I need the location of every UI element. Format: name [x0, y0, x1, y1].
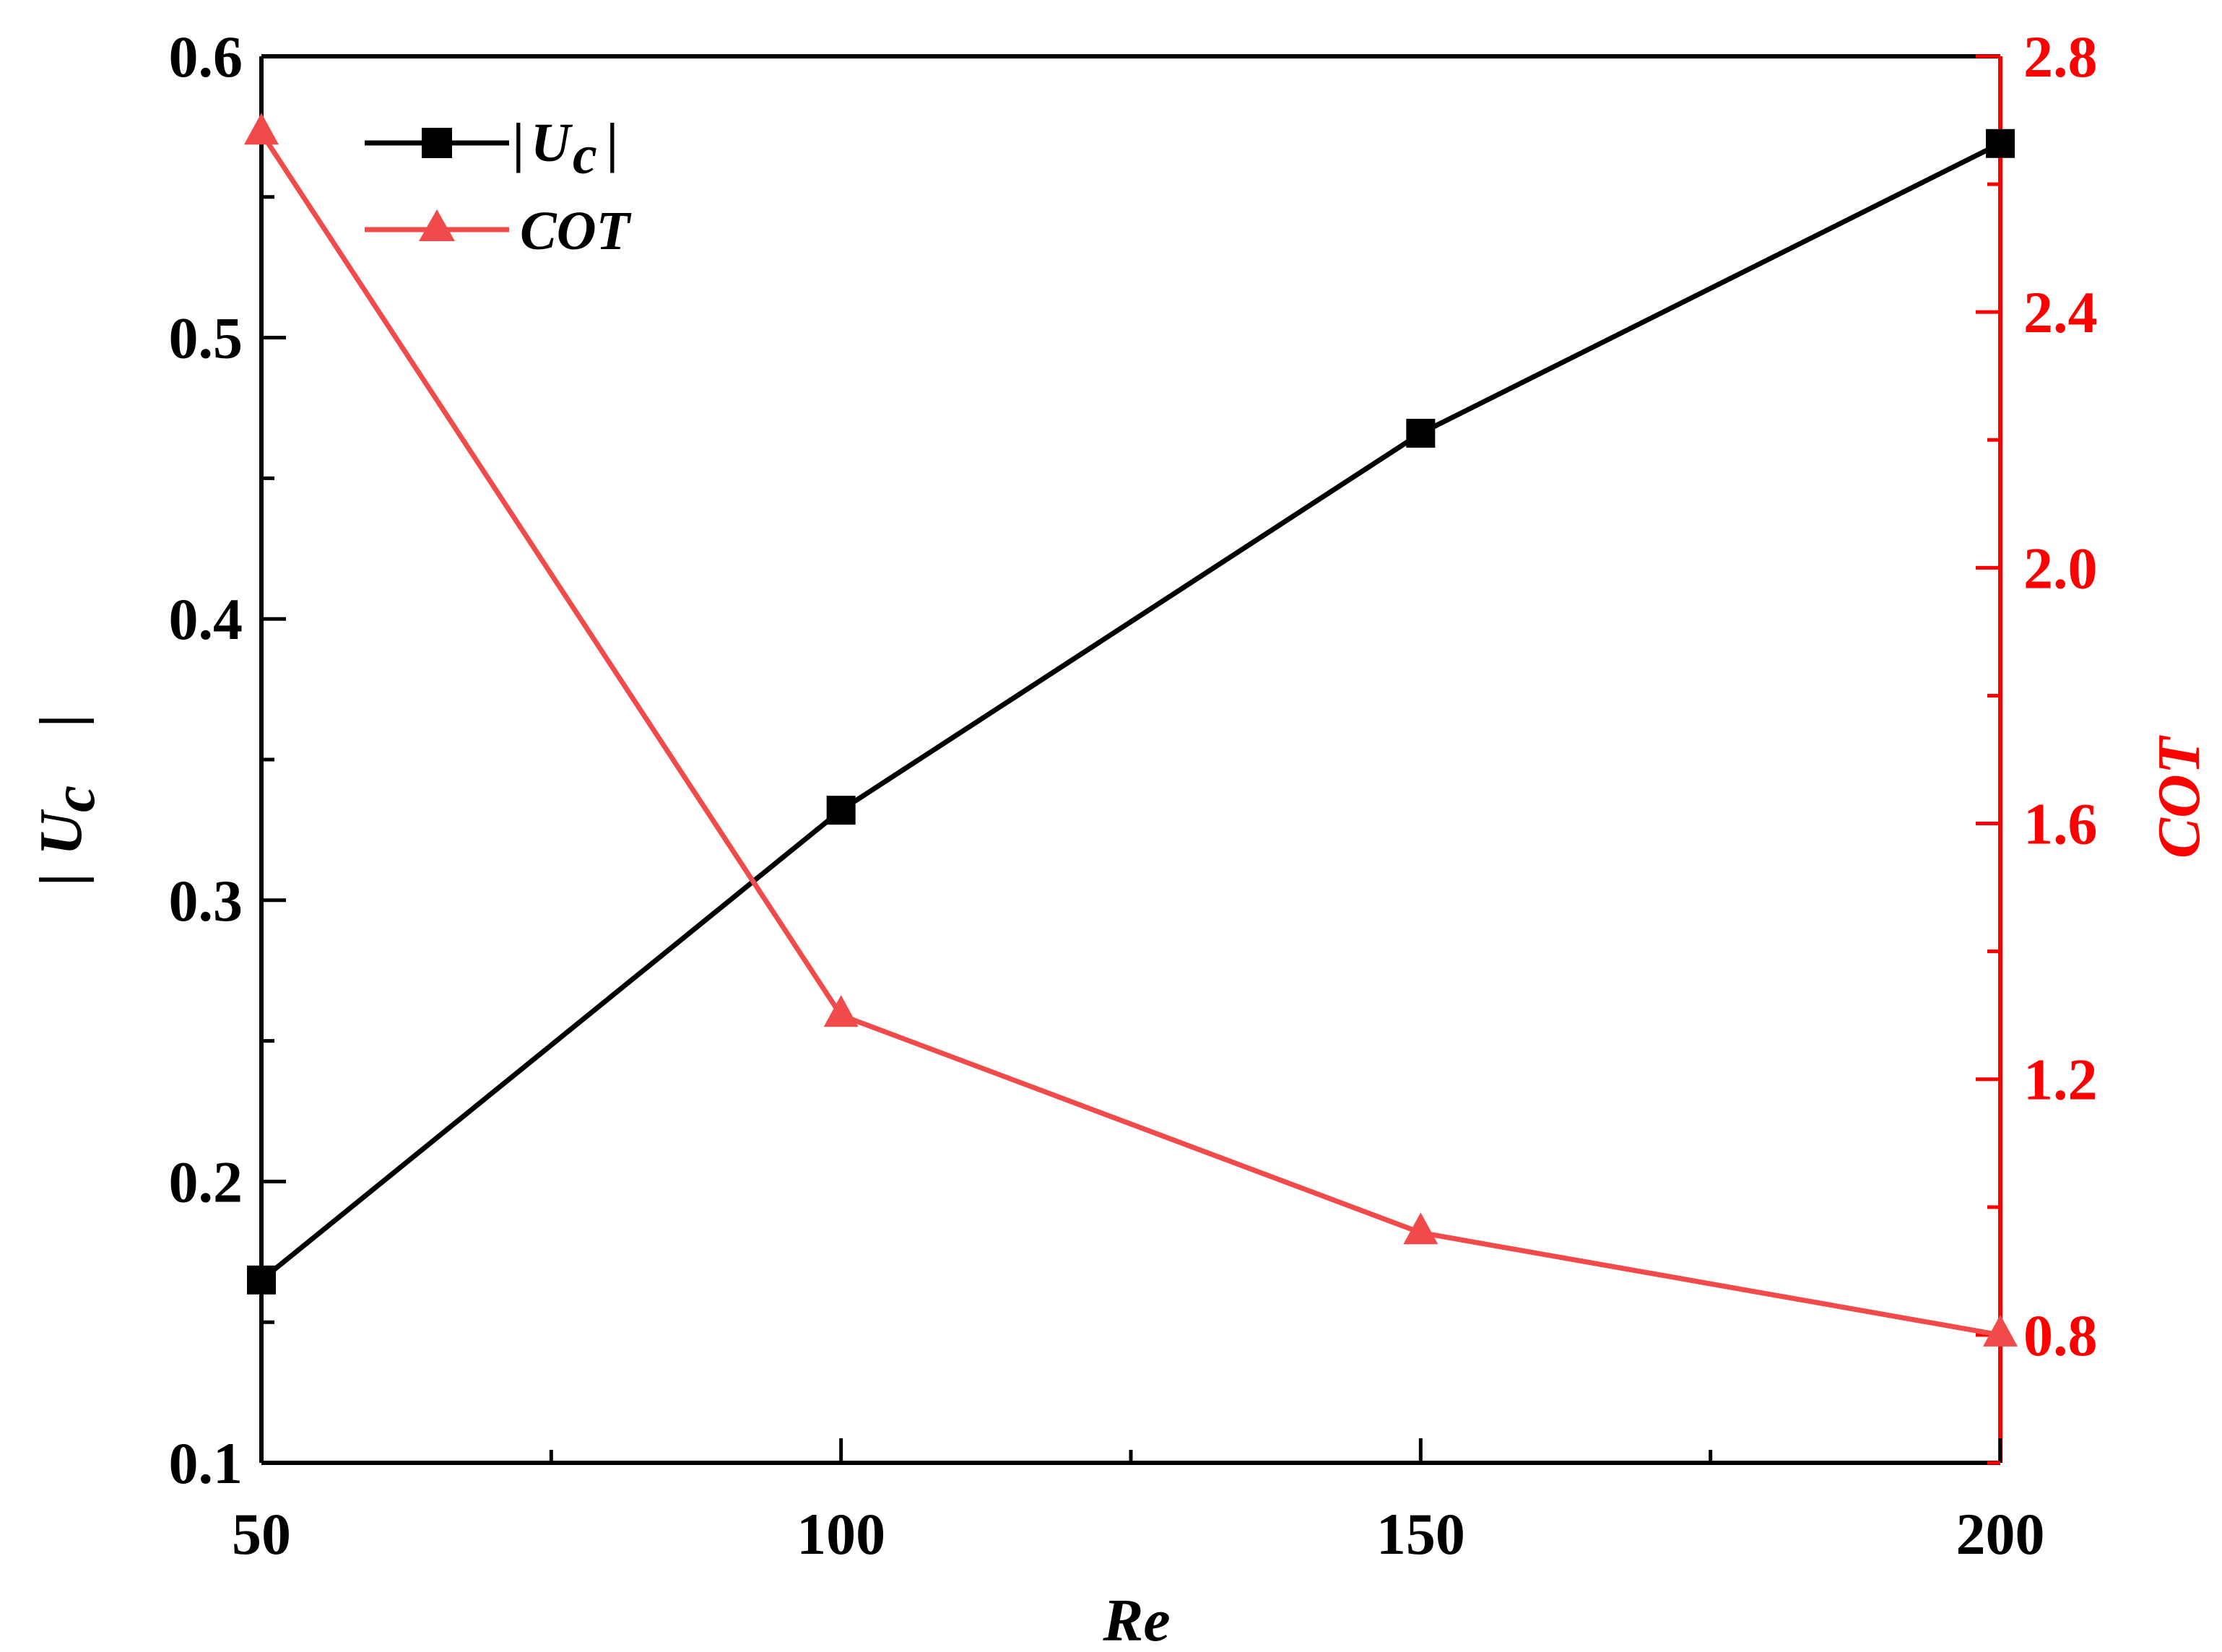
- y-right-tick-label: 0.8: [2023, 1303, 2098, 1368]
- x-tick-label: 50: [232, 1501, 291, 1567]
- legend-uc-label: | U c |: [513, 113, 619, 186]
- legend-cot-marker: [419, 209, 455, 241]
- y-right-tick-label: 1.6: [2023, 791, 2098, 857]
- cot-series-line: [259, 131, 2001, 1338]
- y-left-tick-label: 0.3: [169, 868, 243, 934]
- legend-uc-marker: [422, 128, 452, 158]
- svg-text:|: |: [607, 113, 619, 173]
- y-right-tick-label: 2.8: [2023, 24, 2098, 90]
- uc-data-point: [247, 1265, 276, 1295]
- y-left-tick-label: 0.4: [169, 586, 243, 652]
- left-axis-title-main: U: [27, 809, 95, 856]
- y-right-tick-label: 1.2: [2023, 1047, 2098, 1113]
- cot-data-point: [823, 995, 859, 1027]
- legend-uc-label-main: U: [531, 113, 573, 173]
- x-tick-label: 200: [1956, 1501, 2045, 1567]
- left-axis: | U c | 0.1 0.2 0.3 0.4 0.5 0.6: [27, 24, 286, 1496]
- y-left-tick-label: 0.1: [169, 1430, 243, 1496]
- right-axis: COT 0.8 1.2 1.6 2.0 2.4 2.8: [1976, 24, 2213, 1465]
- uc-data-point: [1986, 129, 2015, 158]
- x-tick-label: 100: [797, 1501, 885, 1567]
- legend-uc-label-sub: c: [573, 125, 597, 186]
- cot-data-point: [1403, 1212, 1438, 1245]
- x-axis-title: Re: [1102, 1587, 1170, 1652]
- uc-data-point: [826, 796, 856, 825]
- svg-text:|: |: [27, 714, 95, 728]
- left-axis-title: | U c |: [27, 714, 108, 887]
- y-right-tick-label: 2.4: [2023, 279, 2098, 345]
- y-right-tick-label: 2.0: [2023, 535, 2098, 601]
- right-axis-title: COT: [2145, 734, 2213, 858]
- left-axis-title-sub: c: [40, 786, 108, 812]
- series-layer: [244, 113, 2018, 1347]
- svg-text:|: |: [513, 113, 525, 173]
- uc-series-line: [259, 141, 2002, 1282]
- x-axis: Re 50 100 150 200: [232, 1438, 2045, 1652]
- plot-frame: [259, 54, 2002, 1465]
- uc-data-point: [1406, 419, 1436, 448]
- cot-data-point: [244, 113, 279, 145]
- legend: | U c | COT: [365, 113, 632, 261]
- x-tick-label: 150: [1376, 1501, 1465, 1567]
- y-left-tick-label: 0.6: [169, 24, 243, 90]
- y-left-tick-label: 0.2: [169, 1149, 243, 1214]
- cot-data-point: [1983, 1314, 2018, 1347]
- svg-text:|: |: [27, 873, 95, 887]
- y-left-tick-label: 0.5: [169, 305, 243, 371]
- legend-cot-label: COT: [520, 201, 632, 261]
